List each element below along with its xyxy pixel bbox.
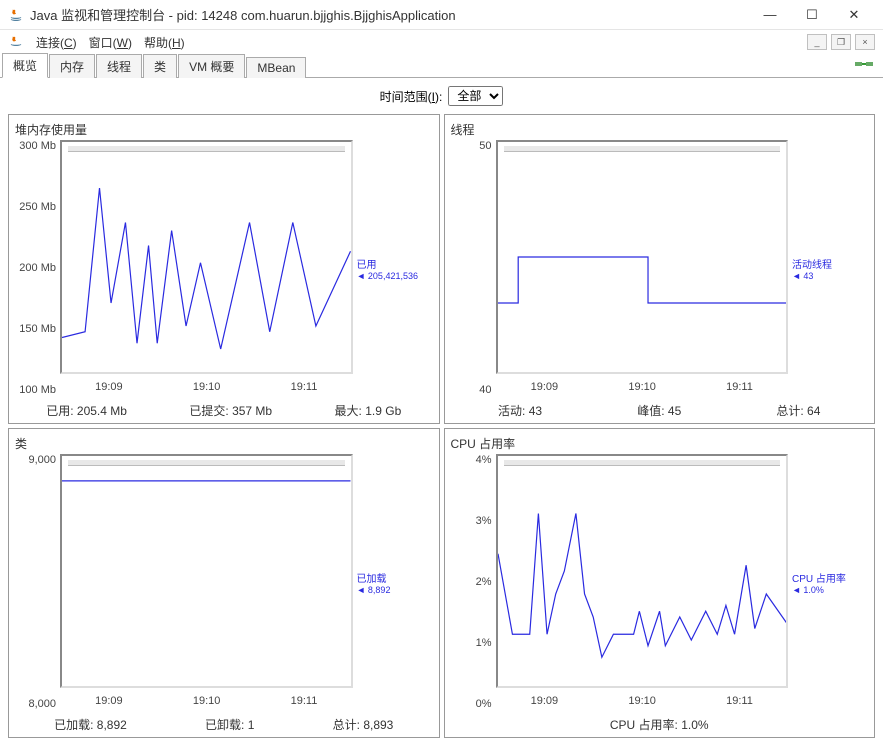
heap-chart: 堆内存使用量 300 Mb250 Mb200 Mb150 Mb100 Mb 19… [8,114,440,424]
tab-classes[interactable]: 类 [143,54,177,78]
threads-chart: 线程 5040 19:0919:1019:11 活动线程 ◄ 43 活动: 43… [444,114,876,424]
menu-connect[interactable]: 连接(C) [30,32,83,53]
minimize-button[interactable]: — [749,5,791,25]
heap-xaxis: 19:0919:1019:11 [60,378,353,396]
classes-plot [60,454,353,688]
tab-memory[interactable]: 内存 [49,54,95,78]
menu-window[interactable]: 窗口(W) [83,32,138,53]
time-range-label: 时间范围(I): [380,88,443,105]
tab-mbean[interactable]: MBean [246,57,306,78]
tab-threads[interactable]: 线程 [96,54,142,78]
cpu-chart: CPU 占用率 4%3%2%1%0% 19:0919:1019:11 CPU 占… [444,428,876,738]
menu-help[interactable]: 帮助(H) [138,32,191,53]
mdi-restore-button[interactable]: ❐ [831,34,851,50]
classes-yaxis: 9,0008,000 [15,454,60,710]
heap-side-label: 已用 ◄ 205,421,536 [353,140,433,396]
classes-xaxis: 19:0919:1019:11 [60,692,353,710]
cpu-plot [496,454,789,688]
connection-status-icon [855,57,873,74]
threads-yaxis: 5040 [451,140,496,396]
mdi-close-button[interactable]: × [855,34,875,50]
threads-plot [496,140,789,374]
cpu-title: CPU 占用率 [451,435,869,452]
time-range-select[interactable]: 全部 [448,86,503,106]
java-icon [8,34,24,50]
cpu-xaxis: 19:0919:1019:11 [496,692,789,710]
time-range-row: 时间范围(I): 全部 [0,78,883,114]
classes-chart: 类 9,0008,000 19:0919:1019:11 已加载 ◄ 8,892… [8,428,440,738]
cpu-yaxis: 4%3%2%1%0% [451,454,496,710]
classes-footer: 已加载: 8,892 已卸载: 1 总计: 8,893 [15,710,433,733]
threads-xaxis: 19:0919:1019:11 [496,378,789,396]
cpu-footer: CPU 占用率: 1.0% [451,710,869,733]
mdi-minimize-button[interactable]: _ [807,34,827,50]
tab-overview[interactable]: 概览 [2,53,48,78]
heap-footer: 已用: 205.4 Mb 已提交: 357 Mb 最大: 1.9 Gb [15,396,433,419]
heap-yaxis: 300 Mb250 Mb200 Mb150 Mb100 Mb [15,140,60,396]
charts-grid: 堆内存使用量 300 Mb250 Mb200 Mb150 Mb100 Mb 19… [0,114,883,746]
threads-footer: 活动: 43 峰值: 45 总计: 64 [451,396,869,419]
tab-vm[interactable]: VM 概要 [178,54,245,78]
classes-title: 类 [15,435,433,452]
maximize-button[interactable]: ☐ [791,5,833,25]
threads-title: 线程 [451,121,869,138]
classes-side-label: 已加载 ◄ 8,892 [353,454,433,710]
heap-title: 堆内存使用量 [15,121,433,138]
close-button[interactable]: ✕ [833,5,875,25]
menubar: 连接(C) 窗口(W) 帮助(H) _ ❐ × [0,30,883,54]
cpu-side-label: CPU 占用率 ◄ 1.0% [788,454,868,710]
java-icon [8,7,24,23]
window-title: Java 监视和管理控制台 - pid: 14248 com.huarun.bj… [30,5,749,24]
heap-plot [60,140,353,374]
window-titlebar: Java 监视和管理控制台 - pid: 14248 com.huarun.bj… [0,0,883,30]
threads-side-label: 活动线程 ◄ 43 [788,140,868,396]
tabbar: 概览 内存 线程 类 VM 概要 MBean [0,54,883,78]
